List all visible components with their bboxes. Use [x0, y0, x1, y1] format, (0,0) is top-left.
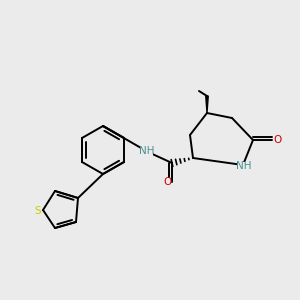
Text: S: S — [35, 206, 41, 216]
Text: NH: NH — [236, 161, 252, 171]
FancyBboxPatch shape — [274, 136, 280, 145]
Text: NH: NH — [139, 146, 155, 156]
FancyBboxPatch shape — [238, 161, 250, 170]
Text: O: O — [163, 177, 171, 187]
Text: O: O — [273, 135, 281, 145]
FancyBboxPatch shape — [34, 206, 41, 215]
Polygon shape — [206, 96, 208, 113]
FancyBboxPatch shape — [164, 178, 170, 187]
FancyBboxPatch shape — [141, 146, 153, 155]
